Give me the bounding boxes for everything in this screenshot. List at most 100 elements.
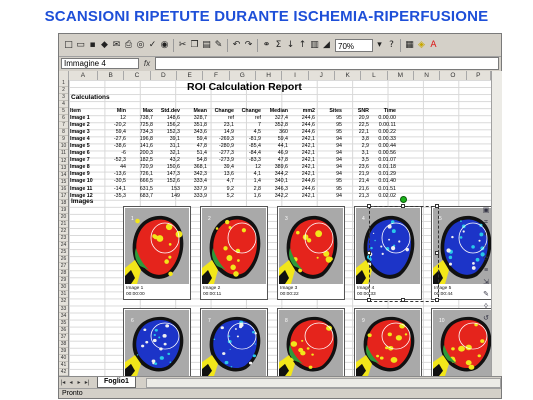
column-header[interactable]: J: [309, 71, 335, 80]
row-header[interactable]: 3: [59, 94, 68, 102]
table-cell[interactable]: 631,5: [139, 185, 153, 192]
table-cell[interactable]: ref: [227, 115, 234, 122]
table-cell[interactable]: 182,5: [139, 157, 153, 164]
row-header[interactable]: 31: [59, 291, 68, 299]
first-sheet-icon[interactable]: |◂: [60, 380, 66, 386]
row-header[interactable]: 42: [59, 368, 68, 376]
name-box[interactable]: Immagine 4: [61, 58, 139, 69]
table-cell[interactable]: -83,3: [248, 157, 261, 164]
vertical-scrollbar[interactable]: [491, 71, 502, 376]
table-cell[interactable]: 39,4: [223, 164, 234, 171]
autosum-icon[interactable]: Σ: [275, 40, 282, 50]
table-cell[interactable]: Image 2: [70, 122, 90, 129]
table-cell[interactable]: 342,2: [274, 192, 288, 199]
compress-icon[interactable]: ⇲: [483, 279, 489, 286]
table-cell[interactable]: 59,4: [277, 136, 288, 143]
permission-icon[interactable]: ◆: [101, 40, 108, 50]
worksheet[interactable]: ROI Calculation Report Calculations Item…: [69, 80, 491, 376]
chevron-down-icon[interactable]: ▾: [377, 40, 382, 50]
table-cell[interactable]: -14,1: [113, 185, 126, 192]
table-cell[interactable]: 738,7: [139, 115, 153, 122]
row-header[interactable]: 5: [59, 108, 68, 116]
table-cell[interactable]: 200,3: [139, 150, 153, 157]
table-cell[interactable]: 0.01.51: [378, 185, 396, 192]
table-cell[interactable]: 14,9: [223, 129, 234, 136]
preview-icon[interactable]: ◎: [136, 40, 145, 50]
column-heading[interactable]: Mean: [193, 108, 207, 115]
table-cell[interactable]: 244,6: [301, 122, 315, 129]
table-cell[interactable]: -85,4: [248, 143, 261, 150]
table-cell[interactable]: 150,6: [166, 164, 180, 171]
column-header[interactable]: N: [414, 71, 441, 80]
select-all-corner[interactable]: [59, 71, 69, 80]
column-heading[interactable]: Change: [214, 108, 234, 115]
table-cell[interactable]: 244,6: [301, 115, 315, 122]
row-header[interactable]: 21: [59, 220, 68, 228]
row-header[interactable]: 40: [59, 354, 68, 362]
font-color-icon[interactable]: A: [430, 40, 437, 50]
table-cell[interactable]: 21,6: [358, 185, 369, 192]
table-cell[interactable]: 351,8: [193, 122, 207, 129]
table-cell[interactable]: -20,2: [113, 122, 126, 129]
selection-frame[interactable]: [369, 206, 439, 302]
resize-handle[interactable]: [401, 204, 405, 208]
table-cell[interactable]: Image 4: [70, 136, 90, 143]
table-cell[interactable]: 0.00.56: [378, 150, 396, 157]
table-cell[interactable]: 244,6: [301, 178, 315, 185]
table-cell[interactable]: 12: [120, 115, 126, 122]
table-cell[interactable]: 94: [336, 143, 342, 150]
table-cell[interactable]: 95: [336, 178, 342, 185]
table-cell[interactable]: Image 7: [70, 157, 90, 164]
table-cell[interactable]: 95: [336, 185, 342, 192]
row-header[interactable]: 20: [59, 213, 68, 221]
sort-asc-icon[interactable]: ↓: [286, 40, 295, 50]
table-cell[interactable]: 342,3: [193, 171, 207, 178]
table-cell[interactable]: 54,8: [196, 157, 207, 164]
row-header[interactable]: 16: [59, 185, 68, 193]
column-header[interactable]: C: [124, 71, 151, 80]
table-cell[interactable]: 2,9: [361, 143, 369, 150]
last-sheet-icon[interactable]: ▸|: [84, 380, 90, 386]
table-cell[interactable]: 2,8: [253, 185, 261, 192]
table-cell[interactable]: 46,9: [277, 150, 288, 157]
table-cell[interactable]: 141,6: [139, 143, 153, 150]
table-cell[interactable]: 242,1: [301, 136, 315, 143]
sort-desc-icon[interactable]: ↑: [298, 40, 307, 50]
table-cell[interactable]: 147,3: [166, 171, 180, 178]
research-icon[interactable]: ◉: [160, 40, 169, 50]
table-cell[interactable]: 725,8: [139, 122, 153, 129]
row-header[interactable]: 37: [59, 333, 68, 341]
table-cell[interactable]: -13,6: [113, 171, 126, 178]
column-heading[interactable]: SNR: [357, 108, 369, 115]
table-cell[interactable]: 242,1: [301, 150, 315, 157]
table-cell[interactable]: Image 6: [70, 150, 90, 157]
table-cell[interactable]: 1,4: [253, 178, 261, 185]
table-cell[interactable]: 32,1: [169, 150, 180, 157]
table-cell[interactable]: 22,5: [358, 122, 369, 129]
column-heading[interactable]: Min: [116, 108, 126, 115]
row-header[interactable]: 35: [59, 319, 68, 327]
table-cell[interactable]: 0.00.11: [378, 122, 396, 129]
table-cell[interactable]: Image 12: [70, 192, 93, 199]
resize-handle[interactable]: [367, 298, 371, 302]
redo-icon[interactable]: ↷: [244, 40, 253, 50]
row-header[interactable]: 28: [59, 270, 68, 278]
brightness-icon[interactable]: ☼: [482, 243, 490, 250]
zoom-select[interactable]: 70%: [335, 38, 373, 52]
table-cell[interactable]: 0.01.18: [378, 164, 396, 171]
column-heading[interactable]: mm2: [302, 108, 315, 115]
row-header[interactable]: 32: [59, 298, 68, 306]
table-cell[interactable]: 23,6: [358, 164, 369, 171]
table-cell[interactable]: 94: [336, 157, 342, 164]
table-cell[interactable]: 95: [336, 129, 342, 136]
table-cell[interactable]: 4,1: [253, 171, 261, 178]
table-cell[interactable]: 47,8: [196, 143, 207, 150]
resize-handle[interactable]: [435, 251, 439, 255]
table-cell[interactable]: -27,6: [113, 136, 126, 143]
table-cell[interactable]: Image 9: [70, 171, 90, 178]
table-cell[interactable]: 328,7: [193, 115, 207, 122]
table-cell[interactable]: 3,1: [361, 150, 369, 157]
format-picture-icon[interactable]: ✎: [483, 291, 489, 298]
table-cell[interactable]: Image 11: [70, 185, 93, 192]
image-thumbnail[interactable]: 4 Image 4 00:00:33: [354, 206, 422, 300]
